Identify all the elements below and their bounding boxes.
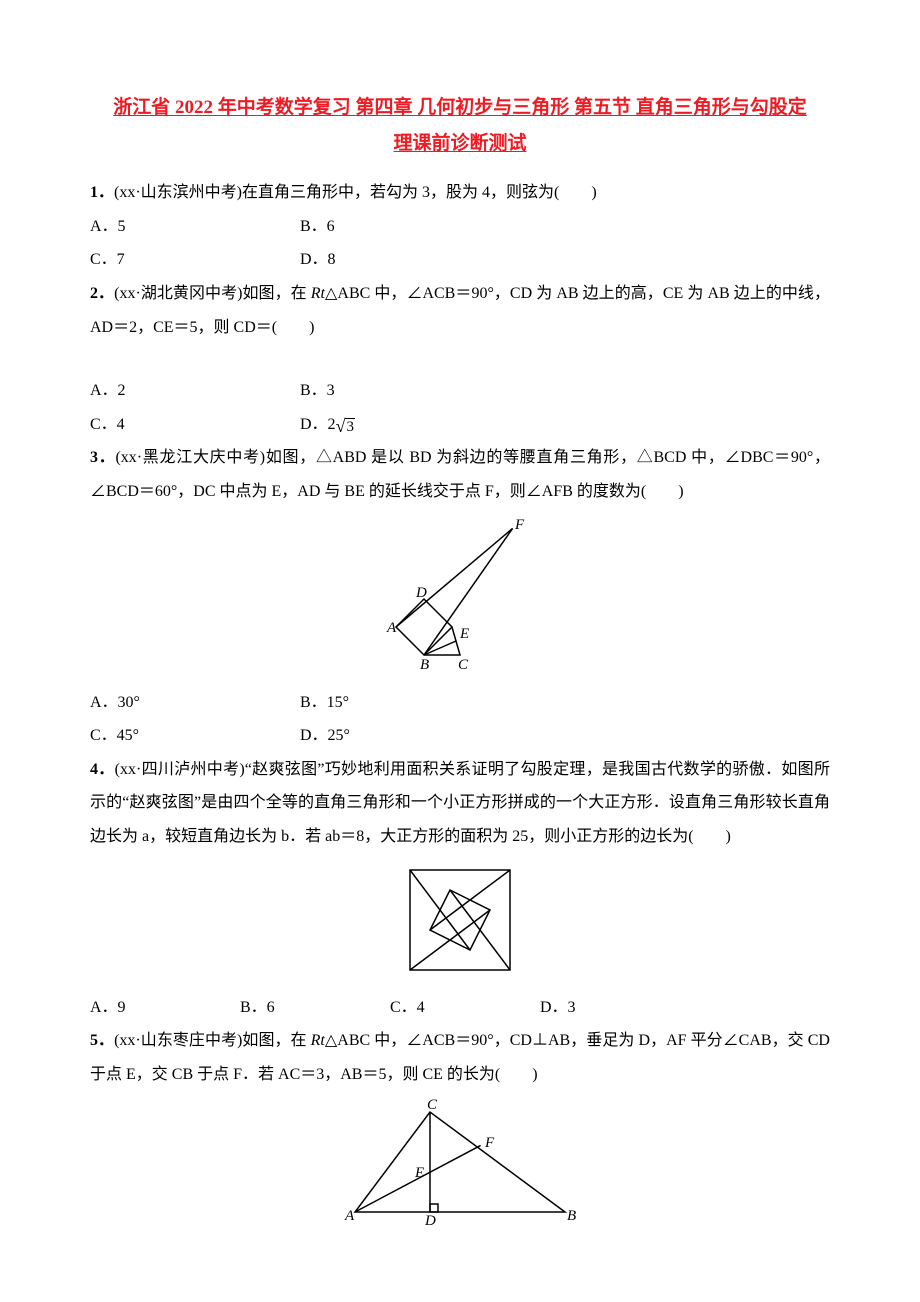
q5-diagram-svg: A B C D E F (335, 1097, 585, 1227)
q2-options-row2: C．4 D．2√3 (90, 408, 830, 442)
question-2: 2．(xx·湖北黄冈中考)如图，在 Rt△ABC 中，∠ACB＝90°，CD 为… (90, 277, 830, 344)
q3-options-row2: C．45° D．25° (90, 719, 830, 753)
q1-optC: C．7 (90, 243, 300, 277)
radical-sign: √ (336, 417, 346, 435)
q2-number: 2． (90, 285, 114, 302)
page-title: 浙江省 2022 年中考数学复习 第四章 几何初步与三角形 第五节 直角三角形与… (90, 90, 830, 162)
q4-diagram-svg (400, 860, 520, 980)
q5-number: 5． (90, 1032, 114, 1049)
q4-source: (xx·四川泸州中考) (115, 761, 245, 778)
q4-optB: B．6 (240, 991, 390, 1025)
q2-optB: B．3 (300, 374, 830, 408)
q2-source: (xx·湖北黄冈中考) (114, 285, 242, 302)
q2-text1: 如图，在 (242, 285, 310, 302)
q4-figure (90, 860, 830, 985)
q5-label-E: E (414, 1165, 424, 1181)
question-5: 5．(xx·山东枣庄中考)如图，在 Rt△ABC 中，∠ACB＝90°，CD⊥A… (90, 1024, 830, 1091)
q1-options-row1: A．5 B．6 (90, 210, 830, 244)
q3-label-F: F (514, 517, 525, 533)
q5-label-D: D (424, 1213, 436, 1227)
q1-optA: A．5 (90, 210, 300, 244)
q5-label-C: C (427, 1097, 438, 1113)
question-3: 3．(xx·黑龙江大庆中考)如图，△ABD 是以 BD 为斜边的等腰直角三角形，… (90, 441, 830, 508)
q3-number: 3． (90, 449, 115, 466)
title-line1: 浙江省 2022 年中考数学复习 第四章 几何初步与三角形 第五节 直角三角形与… (113, 97, 807, 118)
q2-optD: D．2√3 (300, 408, 830, 442)
q1-optB: B．6 (300, 210, 830, 244)
q2-optA: A．2 (90, 374, 300, 408)
q4-optC: C．4 (390, 991, 540, 1025)
sqrt-icon: √3 (336, 417, 355, 435)
q3-optB: B．15° (300, 686, 830, 720)
q3-optC: C．45° (90, 719, 300, 753)
q5-label-F: F (484, 1135, 495, 1151)
q2-figure-gap (90, 344, 830, 374)
question-4: 4．(xx·四川泸州中考)“赵爽弦图”巧妙地利用面积关系证明了勾股定理，是我国古… (90, 753, 830, 854)
q1-number: 1． (90, 184, 114, 201)
q3-label-B: B (420, 657, 429, 673)
q3-label-C: C (458, 657, 469, 673)
q5-figure: A B C D E F (90, 1097, 830, 1232)
q4-optA: A．9 (90, 991, 240, 1025)
q3-label-A: A (386, 620, 397, 636)
q2-optC: C．4 (90, 408, 300, 442)
q4-number: 4． (90, 761, 115, 778)
q2-optD-radicand: 3 (345, 418, 355, 435)
q2-optD-pre: D．2 (300, 416, 336, 433)
q2-rt: Rt (311, 285, 325, 302)
q3-figure: A B C D E F (90, 515, 830, 680)
q3-optA: A．30° (90, 686, 300, 720)
q1-optD: D．8 (300, 243, 830, 277)
q1-source: (xx·山东滨州中考) (114, 184, 242, 201)
q4-optD: D．3 (540, 991, 690, 1025)
q5-rt: Rt (311, 1032, 325, 1049)
q3-options-row1: A．30° B．15° (90, 686, 830, 720)
q1-options-row2: C．7 D．8 (90, 243, 830, 277)
q3-optD: D．25° (300, 719, 830, 753)
q3-label-E: E (459, 626, 469, 642)
q3-source: (xx·黑龙江大庆中考) (115, 449, 265, 466)
q3-label-D: D (415, 585, 427, 601)
q3-diagram-svg: A B C D E F (370, 515, 550, 675)
q5-label-A: A (344, 1208, 355, 1224)
q5-text1: 如图，在 (242, 1032, 310, 1049)
q2-options-row1: A．2 B．3 (90, 374, 830, 408)
q1-text: 在直角三角形中，若勾为 3，股为 4，则弦为( ) (242, 184, 597, 201)
title-line2: 理课前诊断测试 (393, 133, 526, 154)
q5-source: (xx·山东枣庄中考) (114, 1032, 242, 1049)
q4-options: A．9 B．6 C．4 D．3 (90, 991, 830, 1025)
question-1: 1．(xx·山东滨州中考)在直角三角形中，若勾为 3，股为 4，则弦为( ) (90, 176, 830, 210)
q5-label-B: B (567, 1208, 576, 1224)
